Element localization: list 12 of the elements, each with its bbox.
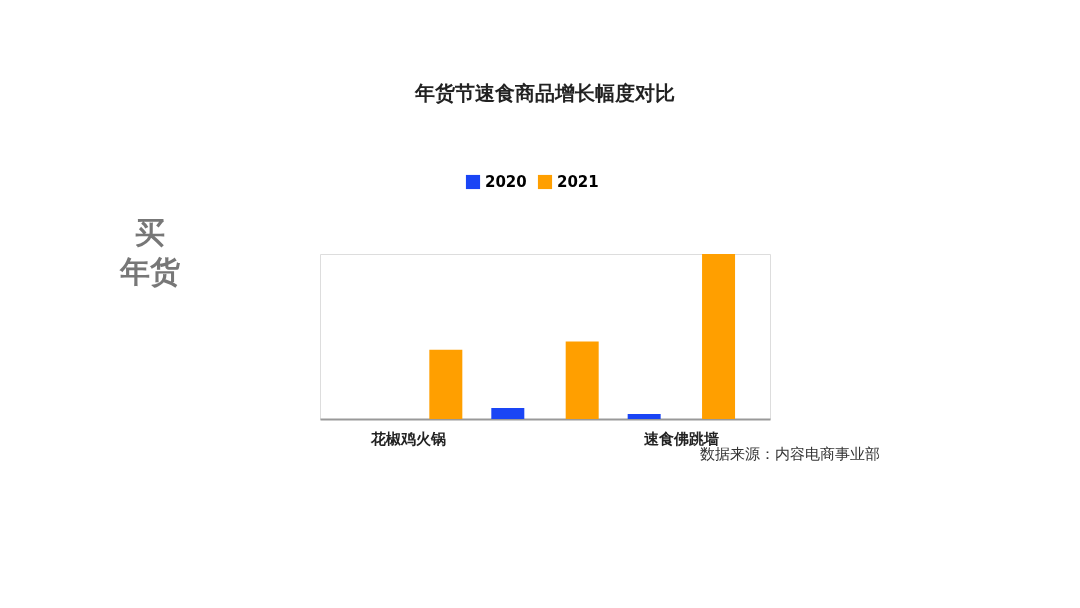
bar — [429, 349, 463, 419]
source-note: 数据来源：内容电商事业部 — [700, 445, 880, 463]
bar — [491, 407, 525, 419]
text: 买年货 — [119, 215, 180, 289]
bar — [627, 414, 661, 419]
chart-title: 年货节速食商品增长幅度对比 — [414, 81, 675, 105]
legend-label: 2021 — [557, 173, 599, 191]
bar — [565, 341, 599, 419]
bar — [702, 254, 736, 419]
legend-label: 2020 — [485, 173, 527, 191]
x-tick-label: 速食佛跳墙 — [643, 429, 719, 448]
x-tick-label: 花椒鸡火锅 — [370, 429, 447, 448]
